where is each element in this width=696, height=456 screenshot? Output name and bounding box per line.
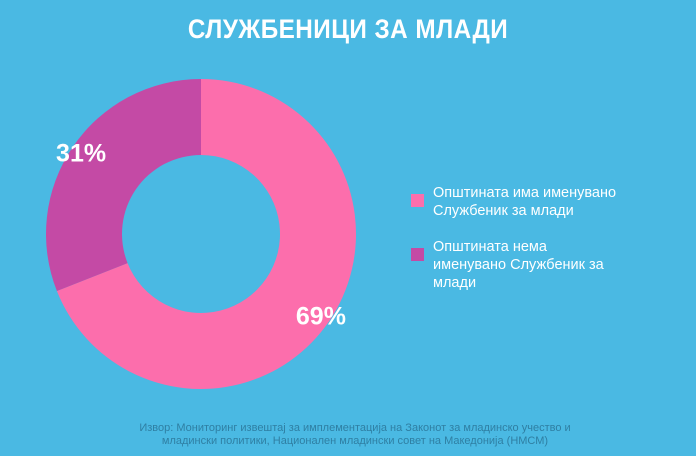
legend-swatch-not bbox=[411, 248, 424, 261]
slice-has bbox=[56, 79, 356, 389]
legend-swatch-has bbox=[411, 194, 424, 207]
legend-item-has: Општината има именувано Службеник за мла… bbox=[411, 184, 623, 220]
chart-title: СЛУЖБЕНИЦИ ЗА МЛАДИ bbox=[187, 14, 509, 44]
slice-label-has: 69% bbox=[296, 303, 346, 331]
slice-label-not: 31% bbox=[56, 139, 106, 167]
legend-item-not: Општината нема именувано Службеник за мл… bbox=[411, 238, 623, 292]
slice-not bbox=[45, 79, 202, 292]
legend-label-has: Општината има именувано Службеник за мла… bbox=[433, 185, 617, 219]
legend: Општината има именувано Службеник за мла… bbox=[411, 184, 623, 310]
legend-label-not: Општината нема именувано Службеник за мл… bbox=[433, 239, 604, 291]
source-note: Извор: Мониторинг извештај за имплемента… bbox=[139, 422, 571, 447]
